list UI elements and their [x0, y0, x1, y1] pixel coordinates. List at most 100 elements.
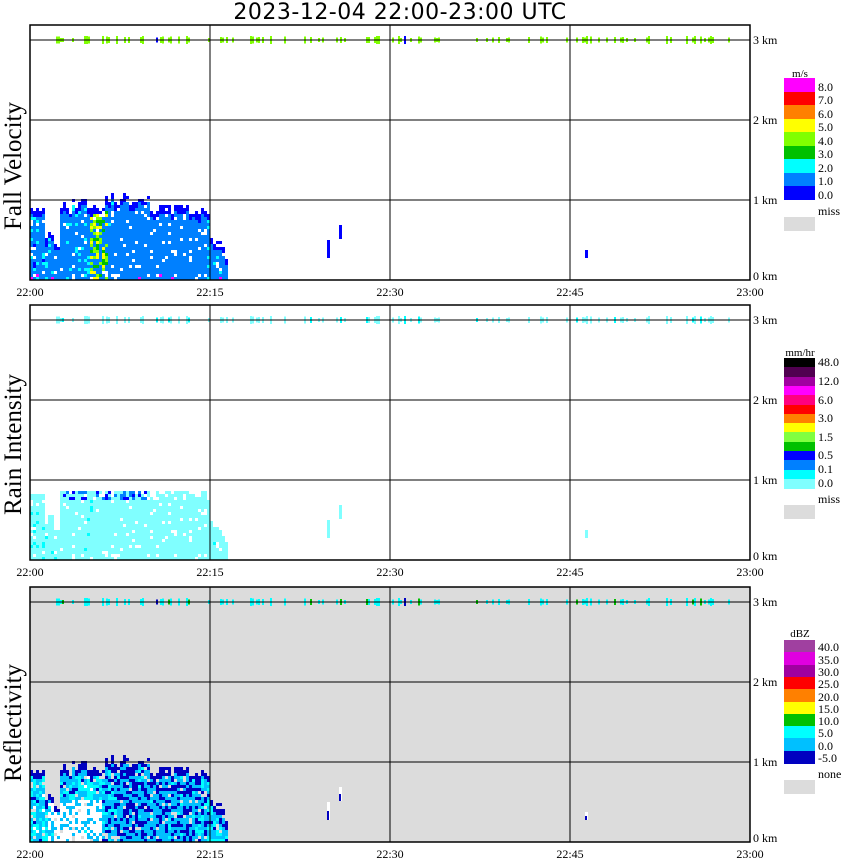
echo-cell [30, 791, 33, 794]
echo-cell [117, 542, 120, 545]
echo-cell [159, 208, 162, 211]
echo-cell [177, 211, 180, 214]
echo-cell [123, 833, 126, 836]
echo-cell [66, 244, 69, 247]
echo-cell [207, 274, 210, 277]
echo-cell [102, 539, 105, 542]
echo-cell [123, 818, 126, 821]
echo-cell [183, 548, 186, 551]
echo-cell [57, 268, 60, 271]
echo-cell [120, 839, 123, 842]
echo-cell [123, 782, 126, 785]
echo-cell [111, 268, 114, 271]
echo-cell [117, 506, 120, 509]
echo-cell [63, 791, 66, 794]
echo-cell [108, 235, 111, 238]
echo-cell [222, 536, 225, 539]
echo-cell [153, 554, 156, 557]
echo-cell [66, 491, 69, 494]
echo-cell [129, 530, 132, 533]
echo-cell [90, 208, 93, 211]
echo-cell [114, 503, 117, 506]
echo-field [30, 193, 588, 280]
echo-cell [201, 268, 204, 271]
echo-cell [174, 536, 177, 539]
echo-cell [201, 277, 204, 280]
echo-cell [186, 491, 189, 494]
echo-cell [69, 803, 72, 806]
echo-cell [84, 268, 87, 271]
echo-cell [36, 797, 39, 800]
echo-cell [105, 806, 108, 809]
echo-cell [204, 256, 207, 259]
echo-cell [183, 241, 186, 244]
echo-cell [144, 803, 147, 806]
echo-cell [93, 770, 96, 773]
echo-cell [144, 521, 147, 524]
echo-cell [117, 818, 120, 821]
echo-cell [39, 512, 42, 515]
echo-cell [126, 788, 129, 791]
echo-cell [66, 770, 69, 773]
echo-cell [81, 542, 84, 545]
echo-cell [93, 554, 96, 557]
echo-cell [63, 776, 66, 779]
echo-cell [585, 534, 587, 538]
echo-cell [39, 839, 42, 842]
echo-cell [189, 265, 192, 268]
echo-cell [327, 249, 329, 258]
echo-cell [183, 229, 186, 232]
echo-cell [129, 806, 132, 809]
echo-cell [219, 271, 222, 274]
echo-cell [168, 533, 171, 536]
echo-cell [114, 491, 117, 494]
echo-cell [99, 788, 102, 791]
echo-cell [129, 767, 132, 770]
echo-cell [75, 536, 78, 539]
echo-cell [225, 551, 228, 554]
echo-cell [105, 830, 108, 833]
echo-cell [39, 527, 42, 530]
echo-cell [108, 767, 111, 770]
echo-cell [174, 512, 177, 515]
echo-cell [39, 785, 42, 788]
echo-cell [108, 533, 111, 536]
echo-cell [192, 268, 195, 271]
echo-cell [81, 244, 84, 247]
echo-cell [99, 277, 102, 280]
echo-cell [135, 247, 138, 250]
echo-cell [132, 815, 135, 818]
echo-cell [183, 542, 186, 545]
echo-cell [99, 809, 102, 812]
echo-cell [138, 268, 141, 271]
echo-cell [36, 794, 39, 797]
echo-cell [60, 265, 63, 268]
echo-cell [75, 217, 78, 220]
echo-cell [93, 241, 96, 244]
echo-cell [162, 247, 165, 250]
echo-cell [45, 827, 48, 830]
echo-cell [105, 800, 108, 803]
echo-cell [51, 277, 54, 280]
echo-cell [36, 238, 39, 241]
echo-cell [150, 554, 153, 557]
echo-cell [222, 250, 225, 253]
echo-cell [120, 229, 123, 232]
echo-cell [60, 773, 63, 776]
echo-cell [120, 797, 123, 800]
echo-cell [120, 764, 123, 767]
echo-cell [126, 196, 129, 199]
echo-cell [39, 226, 42, 229]
echo-cell [33, 557, 36, 560]
echo-cell [177, 527, 180, 530]
echo-cell [144, 554, 147, 557]
echo-cell [165, 542, 168, 545]
echo-cell [195, 548, 198, 551]
echo-cell [195, 536, 198, 539]
echo-cell [75, 530, 78, 533]
echo-cell [204, 235, 207, 238]
echo-cell [33, 518, 36, 521]
echo-cell [87, 208, 90, 211]
echo-cell [129, 833, 132, 836]
echo-cell [108, 500, 111, 503]
